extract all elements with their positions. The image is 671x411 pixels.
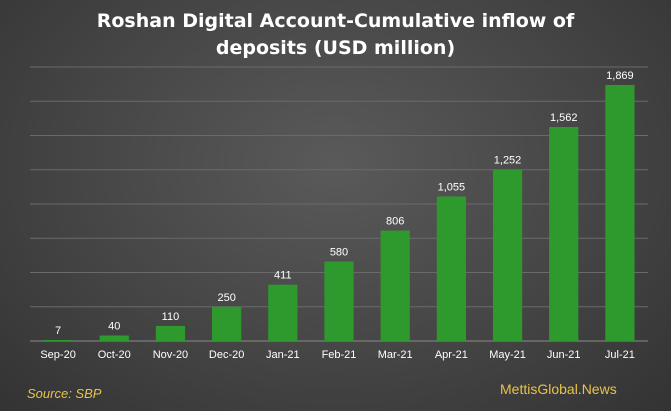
data-label: 411 (274, 270, 292, 282)
chart-title-line2: deposits (USD million) (215, 37, 456, 59)
x-tick-label: Jan-21 (266, 349, 300, 361)
data-label: 110 (162, 311, 180, 323)
data-label: 580 (330, 247, 348, 259)
data-label: 1,562 (550, 112, 578, 124)
x-tick-label: Mar-21 (378, 349, 413, 361)
chart-title-line1: Roshan Digital Account-Cumulative inflow… (96, 10, 575, 32)
data-label: 1,869 (606, 70, 634, 82)
data-label: 806 (386, 216, 404, 228)
x-tick-label: Jul-21 (605, 349, 635, 361)
bar (268, 284, 298, 341)
bar (324, 261, 354, 341)
data-label: 250 (217, 292, 235, 304)
x-tick-label: Jun-21 (547, 349, 581, 361)
bar (212, 306, 242, 341)
source-note: Source: SBP (27, 386, 102, 401)
data-label: 40 (108, 321, 120, 333)
bar (99, 335, 129, 341)
chart-title: Roshan Digital Account-Cumulative inflow… (0, 8, 671, 62)
bar (605, 84, 635, 342)
x-tick-label: Apr-21 (435, 349, 468, 361)
x-tick-label: May-21 (489, 349, 526, 361)
bar (43, 340, 73, 341)
bar (549, 127, 579, 341)
x-tick-label: Sep-20 (40, 349, 75, 361)
brand-watermark: MettisGlobal.News (500, 381, 617, 397)
x-tick-label: Nov-20 (153, 349, 188, 361)
x-tick-label: Oct-20 (98, 349, 131, 361)
bar (380, 230, 410, 341)
bar (436, 196, 466, 341)
x-tick-label: Feb-21 (322, 349, 357, 361)
bar (155, 325, 186, 341)
data-label: 1,252 (494, 154, 522, 166)
bar (492, 169, 523, 341)
data-label: 1,055 (438, 181, 466, 193)
x-tick-label: Dec-20 (209, 349, 244, 361)
data-label: 7 (55, 325, 61, 337)
